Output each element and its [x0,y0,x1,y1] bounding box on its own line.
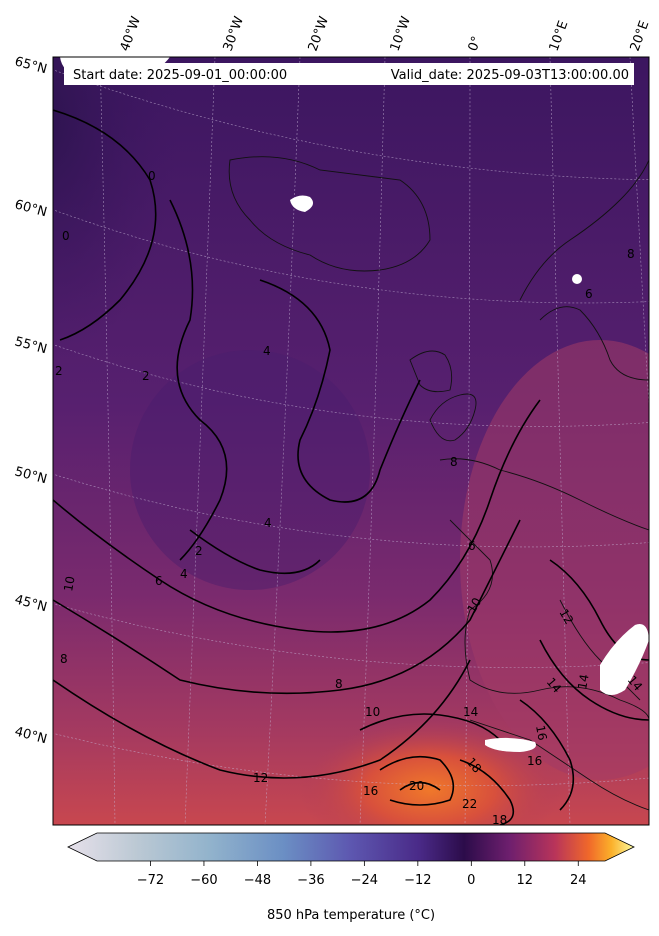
colorbar-tick-label: −36 [297,873,324,888]
colorbar-tick-label: −72 [137,873,164,888]
lon-label: 10°W [388,14,414,53]
contour-label: 6 [155,574,163,588]
contour-label: 2 [142,369,150,383]
contour-label: 12 [253,771,268,785]
temperature-contours [53,109,649,825]
start-date-text: Start date: 2025-09-01_00:00:00 [73,68,287,83]
cold-anomaly [53,57,200,400]
lon-label: 0° [466,34,485,53]
colorbar-tick-label: −24 [351,873,378,888]
contour-label: 16 [363,784,378,798]
lat-label: 50°N [13,464,49,487]
coastlines [228,156,649,811]
contour-label: 16 [533,724,549,741]
contour-label: 6 [468,539,476,553]
map-frame [52,56,650,826]
contour-label: 0 [62,229,70,243]
graticule [53,57,649,825]
contour-label: 22 [462,797,477,811]
contour-label: 4 [263,344,271,358]
colorbar-tick-label: −48 [244,873,271,888]
colorbar-tick-label: −12 [404,873,431,888]
contour-label: 10 [464,595,484,615]
contour-label: 8 [335,677,343,691]
longitude-labels: 40°W 30°W 20°W 10°W 0° 10°E 20°E [118,14,653,53]
contour-label: 2 [55,364,63,378]
lon-label: 20°E [628,19,653,54]
lon-label: 30°W [221,14,247,53]
lon-label: 10°E [547,19,572,54]
colorbar-tick-label: −60 [190,873,217,888]
contour-label: 6 [585,287,593,301]
contour-label: 8 [450,455,458,469]
colorbar-bar [67,832,635,862]
contour-label: 4 [180,567,188,581]
cold-anomaly-central [130,350,370,590]
contour-label: 0 [148,169,156,183]
contour-label: 16 [527,754,542,768]
lon-label: 40°W [118,14,144,53]
colorbar-tick-label: 0 [467,873,475,888]
lat-label: 40°N [13,724,49,747]
header-box: Start date: 2025-09-01_00:00:00 Valid_da… [64,63,634,85]
lon-label: 20°W [306,14,332,53]
colorbar: −72 −60 −48 −36 −24 −12 0 12 24 850 hPa temperat… [67,832,635,923]
contour-label: 8 [627,247,635,261]
lat-label: 65°N [13,54,49,77]
contour-label: 10 [61,575,77,592]
colorbar-tick-label: 12 [517,873,534,888]
contour-label: 4 [264,516,272,530]
contour-label: 8 [60,652,68,666]
contour-label: 18 [492,813,507,827]
lat-label: 55°N [13,334,49,357]
colorbar-ticks: −72 −60 −48 −36 −24 −12 0 12 24 [137,861,587,888]
contour-label: 14 [575,673,591,690]
contour-label: 20 [409,779,424,793]
contour-label: 10 [365,705,380,719]
colorbar-label: 850 hPa temperature (°C) [267,908,435,923]
contour-label: 14 [463,705,478,719]
lat-label: 45°N [13,592,49,615]
lat-label: 60°N [13,197,49,220]
colorbar-tick-label: 24 [570,873,587,888]
map-panel [53,57,649,825]
latitude-labels: 65°N 60°N 55°N 50°N 45°N 40°N [13,54,49,747]
contour-label: 12 [556,607,576,627]
contour-label: 2 [195,544,203,558]
valid-date-text: Valid_date: 2025-09-03T13:00:00.00 [391,68,629,83]
